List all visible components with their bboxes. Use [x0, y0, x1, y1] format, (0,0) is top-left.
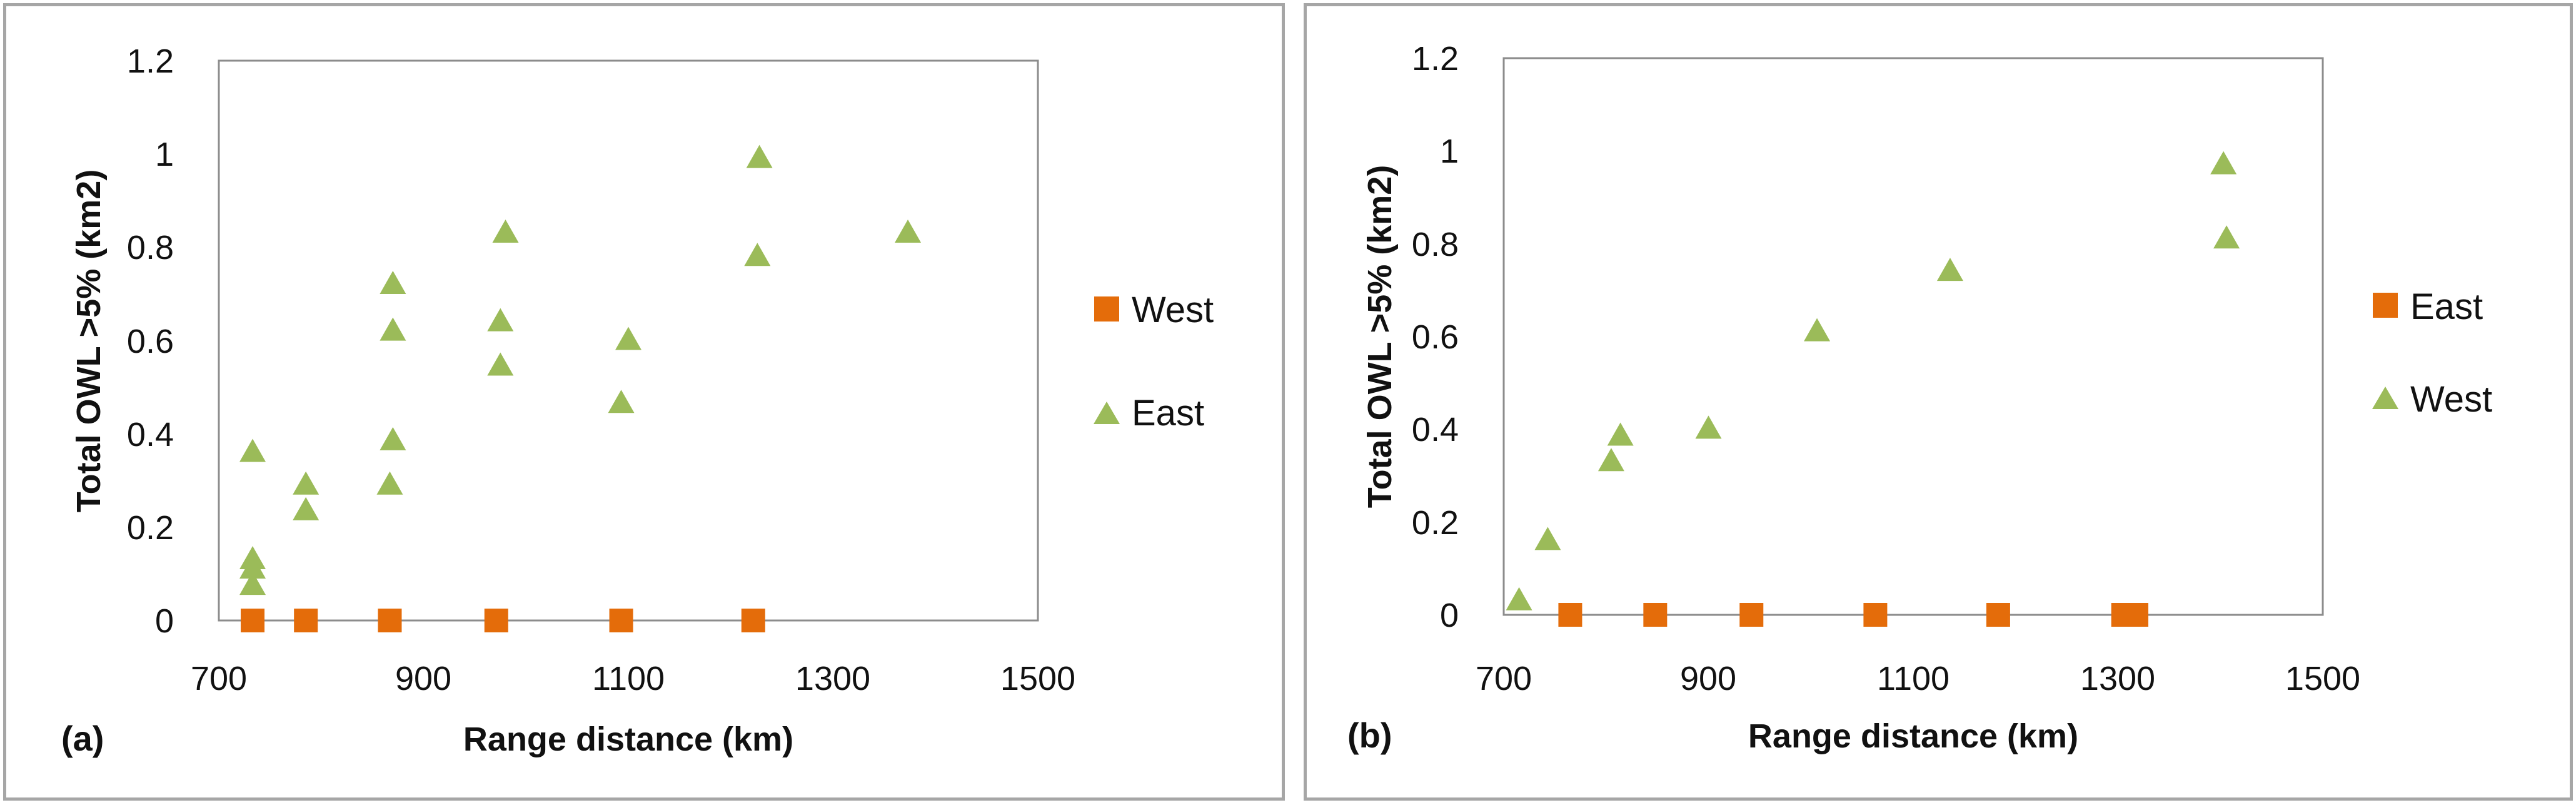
chart-a-west-point-3: [484, 609, 508, 632]
chart-a-east-point-3: [239, 572, 266, 595]
chart-a-west-point-4: [609, 609, 633, 632]
chart-b-ytick-1: 0.2: [1412, 504, 1459, 542]
chart-b-ytick-5: 1: [1440, 133, 1459, 170]
chart-a-xtick-1: 900: [395, 660, 451, 697]
chart-panel-b: 0 0.2 0.4 0.6 0.8 1 1.2 700 900 1100 130…: [1304, 3, 2573, 801]
chart-a-east-point-6: [376, 471, 403, 495]
chart-a-marks: [239, 144, 922, 632]
chart-b-xtick-4: 1500: [2285, 660, 2360, 697]
chart-b-west-point-2: [1597, 448, 1624, 472]
chart-b-west-point-0: [1506, 587, 1532, 610]
chart-b-y-tick-labels: 0 0.2 0.4 0.6 0.8 1 1.2: [1412, 40, 1459, 634]
chart-b-west-point-5: [1804, 318, 1831, 342]
chart-a-legend-label-1: East: [1132, 393, 1204, 433]
chart-b-legend-label-0: East: [2410, 286, 2483, 327]
chart-a-west-point-5: [741, 609, 765, 632]
chart-a-east-point-0: [239, 438, 266, 462]
chart-a-ytick-2: 0.4: [127, 416, 174, 453]
chart-a-east-point-11: [487, 308, 514, 332]
chart-b-ytick-3: 0.6: [1412, 318, 1459, 356]
chart-b-xtick-3: 1300: [2080, 660, 2155, 697]
chart-b-legend-square-marker: [2373, 293, 2398, 318]
chart-a-east-point-13: [608, 390, 635, 413]
chart-a-east-point-15: [744, 243, 771, 266]
chart-b-west-point-8: [2213, 225, 2240, 249]
chart-b-legend: East West: [2372, 286, 2492, 420]
chart-b-east-point-1: [1643, 603, 1668, 627]
chart-a-east-point-5: [293, 497, 319, 520]
chart-b-ytick-6: 1.2: [1412, 40, 1459, 78]
chart-b-west-point-7: [2210, 151, 2237, 175]
chart-a-ytick-6: 1.2: [127, 43, 174, 80]
chart-a-ytick-3: 0.6: [127, 323, 174, 360]
chart-a-ytick-5: 1: [155, 136, 174, 173]
chart-a-legend-triangle-marker: [1094, 402, 1120, 424]
chart-a-legend: West East: [1094, 290, 1214, 433]
chart-b-east-point-3: [1863, 603, 1888, 627]
chart-b-xtick-2: 1100: [1877, 660, 1950, 697]
chart-b-marks: [1506, 151, 2240, 627]
chart-a-svg: 0 0.2 0.4 0.6 0.8 1 1.2 700 900 1100 130…: [61, 43, 1214, 758]
chart-b-x-axis-title: Range distance (km): [1748, 717, 2078, 755]
chart-b-panel-label: (b): [1347, 716, 1392, 755]
chart-b-east-point-0: [1558, 603, 1582, 627]
chart-a-x-axis-title: Range distance (km): [463, 721, 793, 758]
chart-b-ytick-2: 0.4: [1412, 411, 1459, 448]
chart-a-y-tick-labels: 0 0.2 0.4 0.6 0.8 1 1.2: [127, 43, 174, 640]
chart-a-xtick-2: 1100: [592, 660, 665, 697]
chart-b-legend-label-1: West: [2410, 379, 2492, 420]
chart-a-east-point-16: [746, 144, 773, 168]
chart-b-east-point-4: [1986, 603, 2010, 627]
chart-a-east-point-2: [239, 555, 266, 579]
chart-a-xtick-3: 1300: [795, 660, 870, 697]
chart-b-y-axis-title: Total OWL >5% (km2): [1361, 165, 1399, 509]
chart-a-ytick-0: 0: [155, 602, 174, 640]
chart-b-plot-area: [1502, 57, 2324, 616]
chart-b-xtick-0: 700: [1476, 660, 1532, 697]
chart-a-east-point-14: [615, 327, 641, 350]
chart-a-ytick-4: 0.8: [127, 229, 174, 266]
chart-b-legend-triangle-marker: [2372, 387, 2398, 409]
chart-a-west-point-2: [378, 609, 402, 632]
chart-a-west-point-0: [241, 609, 265, 632]
chart-a-xtick-0: 700: [191, 660, 247, 697]
chart-a-east-point-12: [492, 219, 519, 243]
chart-a-panel-label: (a): [61, 719, 104, 758]
chart-b-west-point-1: [1534, 527, 1561, 550]
chart-b-west-point-6: [1936, 258, 1963, 281]
chart-panel-a: 0 0.2 0.4 0.6 0.8 1 1.2 700 900 1100 130…: [3, 3, 1285, 801]
chart-a-ytick-1: 0.2: [127, 509, 174, 547]
chart-a-x-tick-labels: 700 900 1100 1300 1500: [191, 660, 1075, 697]
chart-a-legend-label-0: West: [1132, 290, 1214, 330]
chart-a-east-point-10: [487, 352, 514, 376]
chart-a-xtick-4: 1500: [1000, 660, 1075, 697]
chart-b-east-point-6: [2124, 603, 2148, 627]
chart-b-west-point-4: [1695, 415, 1722, 439]
chart-b-ytick-0: 0: [1440, 597, 1459, 634]
chart-a-west-point-1: [294, 609, 318, 632]
chart-a-legend-square-marker: [1094, 296, 1119, 321]
chart-b-xtick-1: 900: [1680, 660, 1736, 697]
chart-a-east-point-9: [380, 271, 406, 294]
chart-a-east-point-17: [895, 219, 922, 243]
chart-b-ytick-4: 0.8: [1412, 226, 1459, 263]
chart-a-east-point-8: [380, 317, 406, 341]
chart-a-east-point-4: [293, 471, 319, 495]
chart-b-east-point-2: [1739, 603, 1764, 627]
chart-a-east-point-7: [380, 427, 406, 450]
chart-a-y-axis-title: Total OWL >5% (km2): [70, 170, 108, 513]
chart-b-svg: 0 0.2 0.4 0.6 0.8 1 1.2 700 900 1100 130…: [1347, 40, 2492, 755]
chart-b-x-tick-labels: 700 900 1100 1300 1500: [1476, 660, 2360, 697]
chart-b-west-point-3: [1607, 422, 1634, 446]
